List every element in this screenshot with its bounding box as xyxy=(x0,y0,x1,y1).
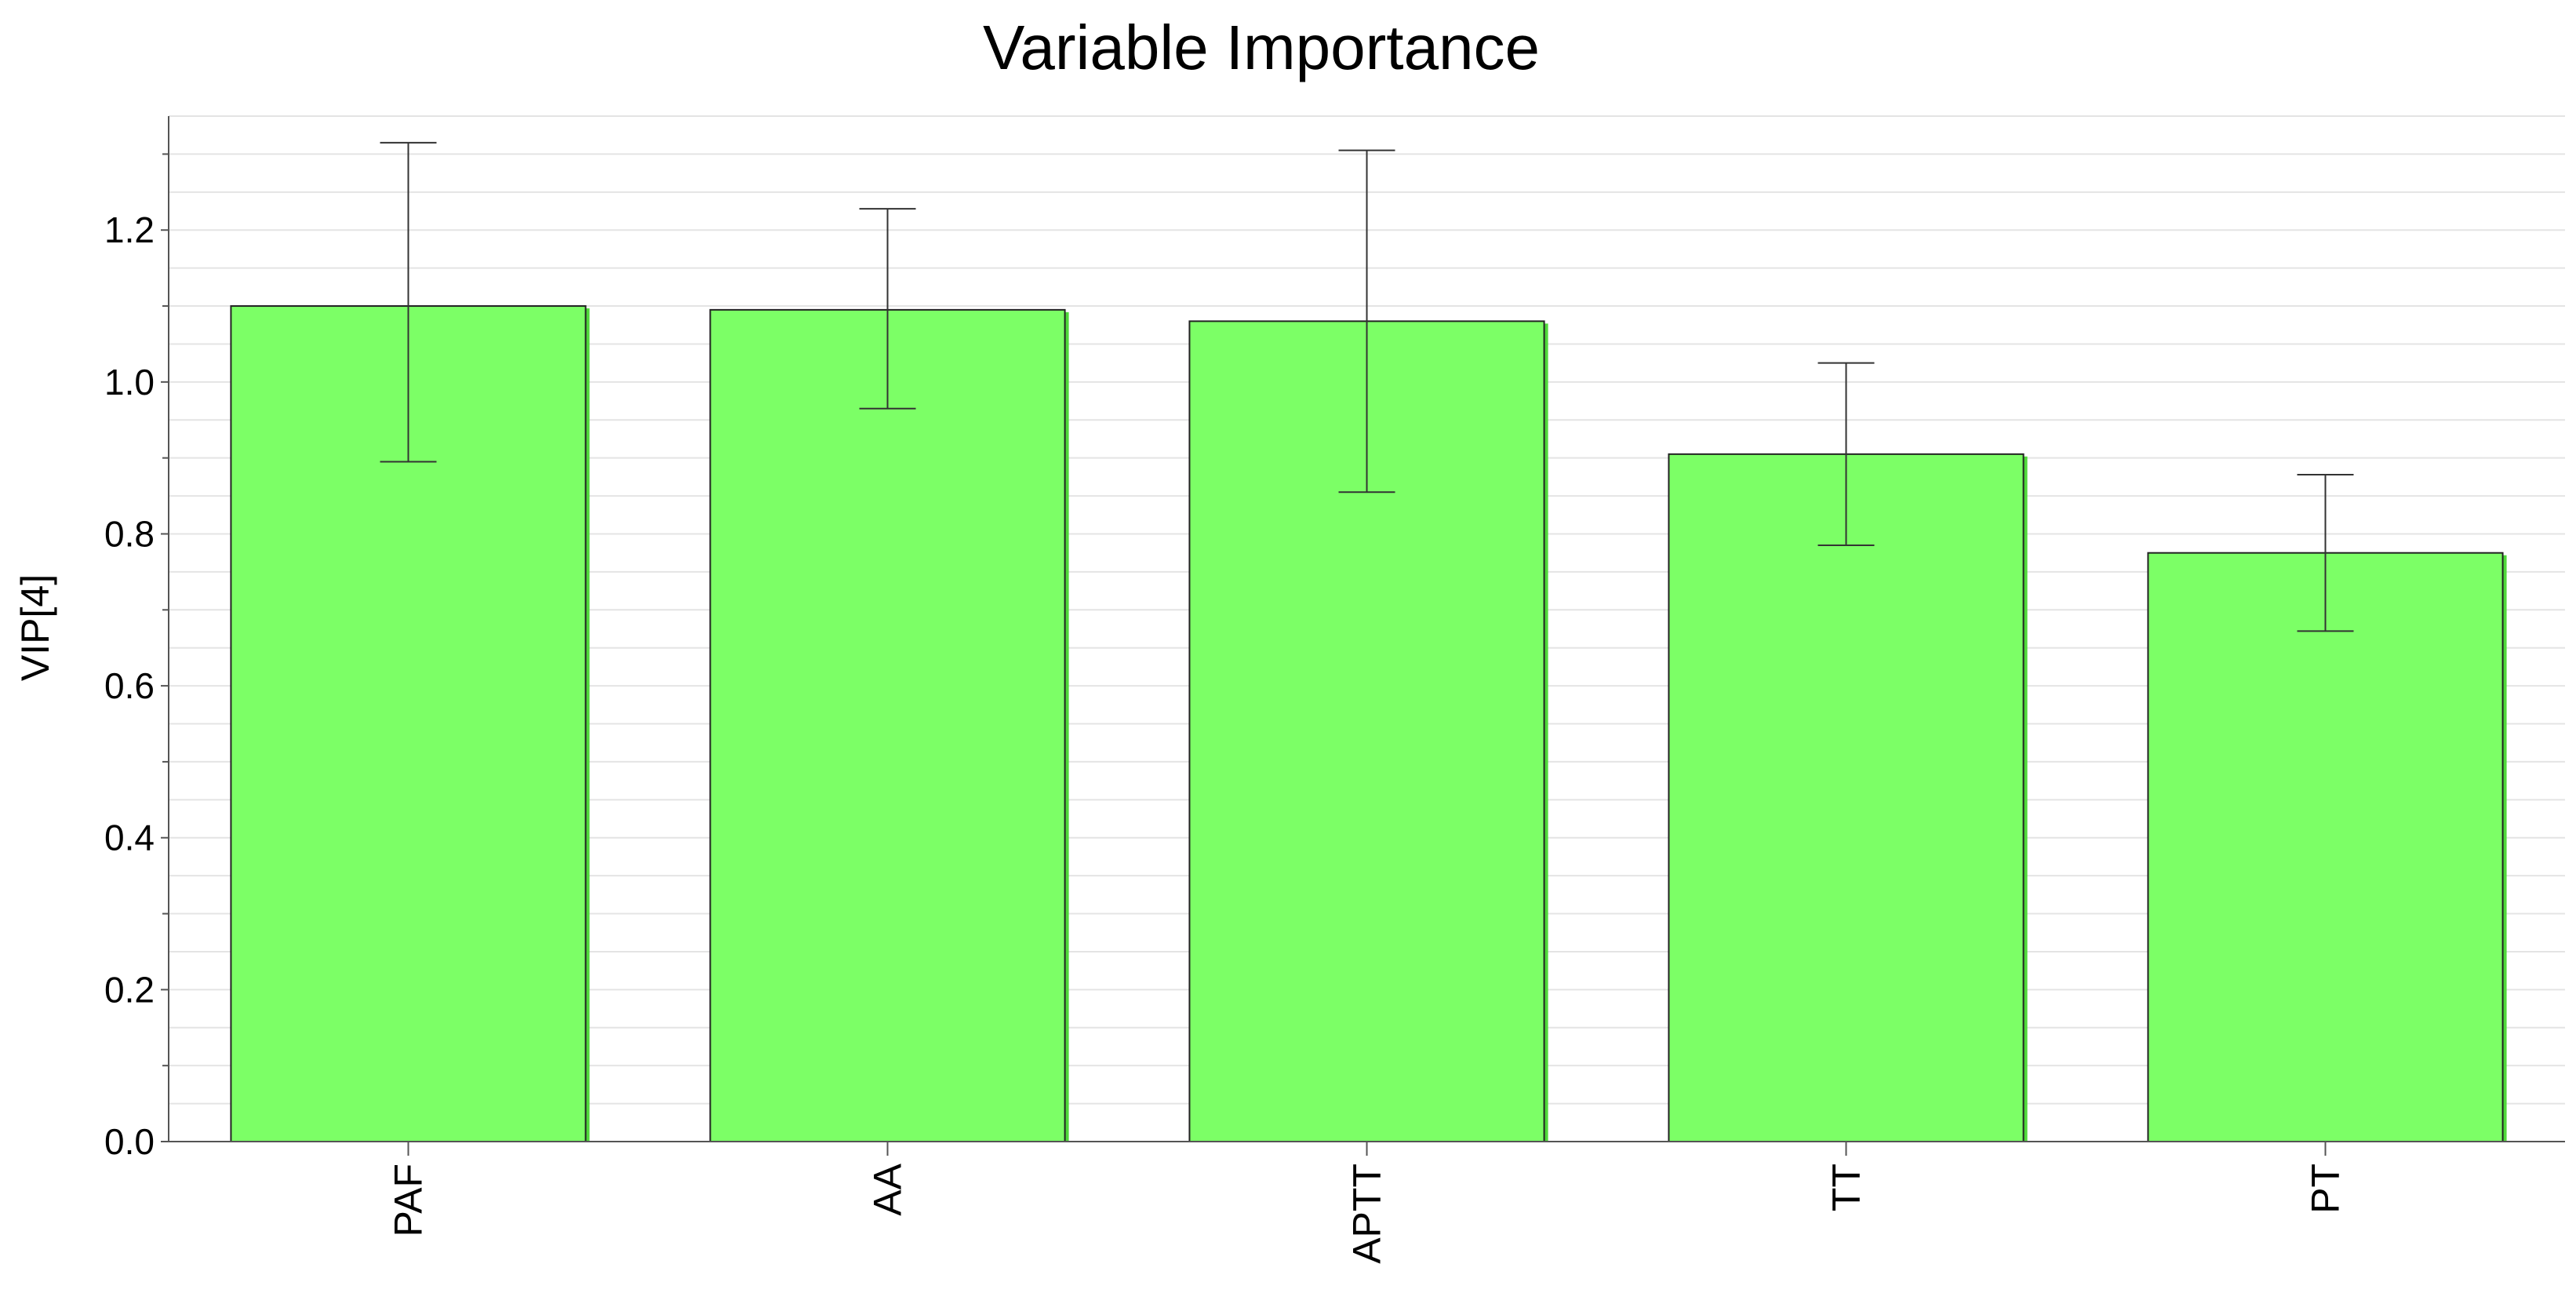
bar-aa xyxy=(709,308,1066,1142)
y-tick-label: 0.2 xyxy=(104,969,155,1010)
x-tick-label-aa: AA xyxy=(866,1163,910,1215)
bars xyxy=(230,305,2507,1143)
bar-pt xyxy=(2147,552,2504,1142)
y-tick-label: 1.2 xyxy=(104,209,155,250)
y-tick-label: 0.4 xyxy=(104,818,155,858)
x-tick-label-paf: PAF xyxy=(387,1164,431,1237)
y-axis-label: VIP[4] xyxy=(13,574,57,681)
x-tick-label-pt: PT xyxy=(2304,1164,2348,1214)
y-tick-label: 0.6 xyxy=(104,665,155,706)
y-tick-label: 0.8 xyxy=(104,513,155,554)
y-ticks: 0.0 0.2 0.4 0.6 0.8 1.0 1.2 xyxy=(104,153,169,1162)
x-tick-label-tt: TT xyxy=(1825,1164,1868,1211)
x-tick-label-aptt: APTT xyxy=(1345,1164,1389,1264)
y-tick-label: 0.0 xyxy=(104,1121,155,1162)
bar-tt xyxy=(1668,453,2025,1142)
y-tick-label: 1.0 xyxy=(104,362,155,402)
error-bars xyxy=(380,141,2354,632)
chart-title: Variable Importance xyxy=(983,13,1540,82)
x-ticks: PAF AA APTT TT PT xyxy=(387,1142,2348,1264)
